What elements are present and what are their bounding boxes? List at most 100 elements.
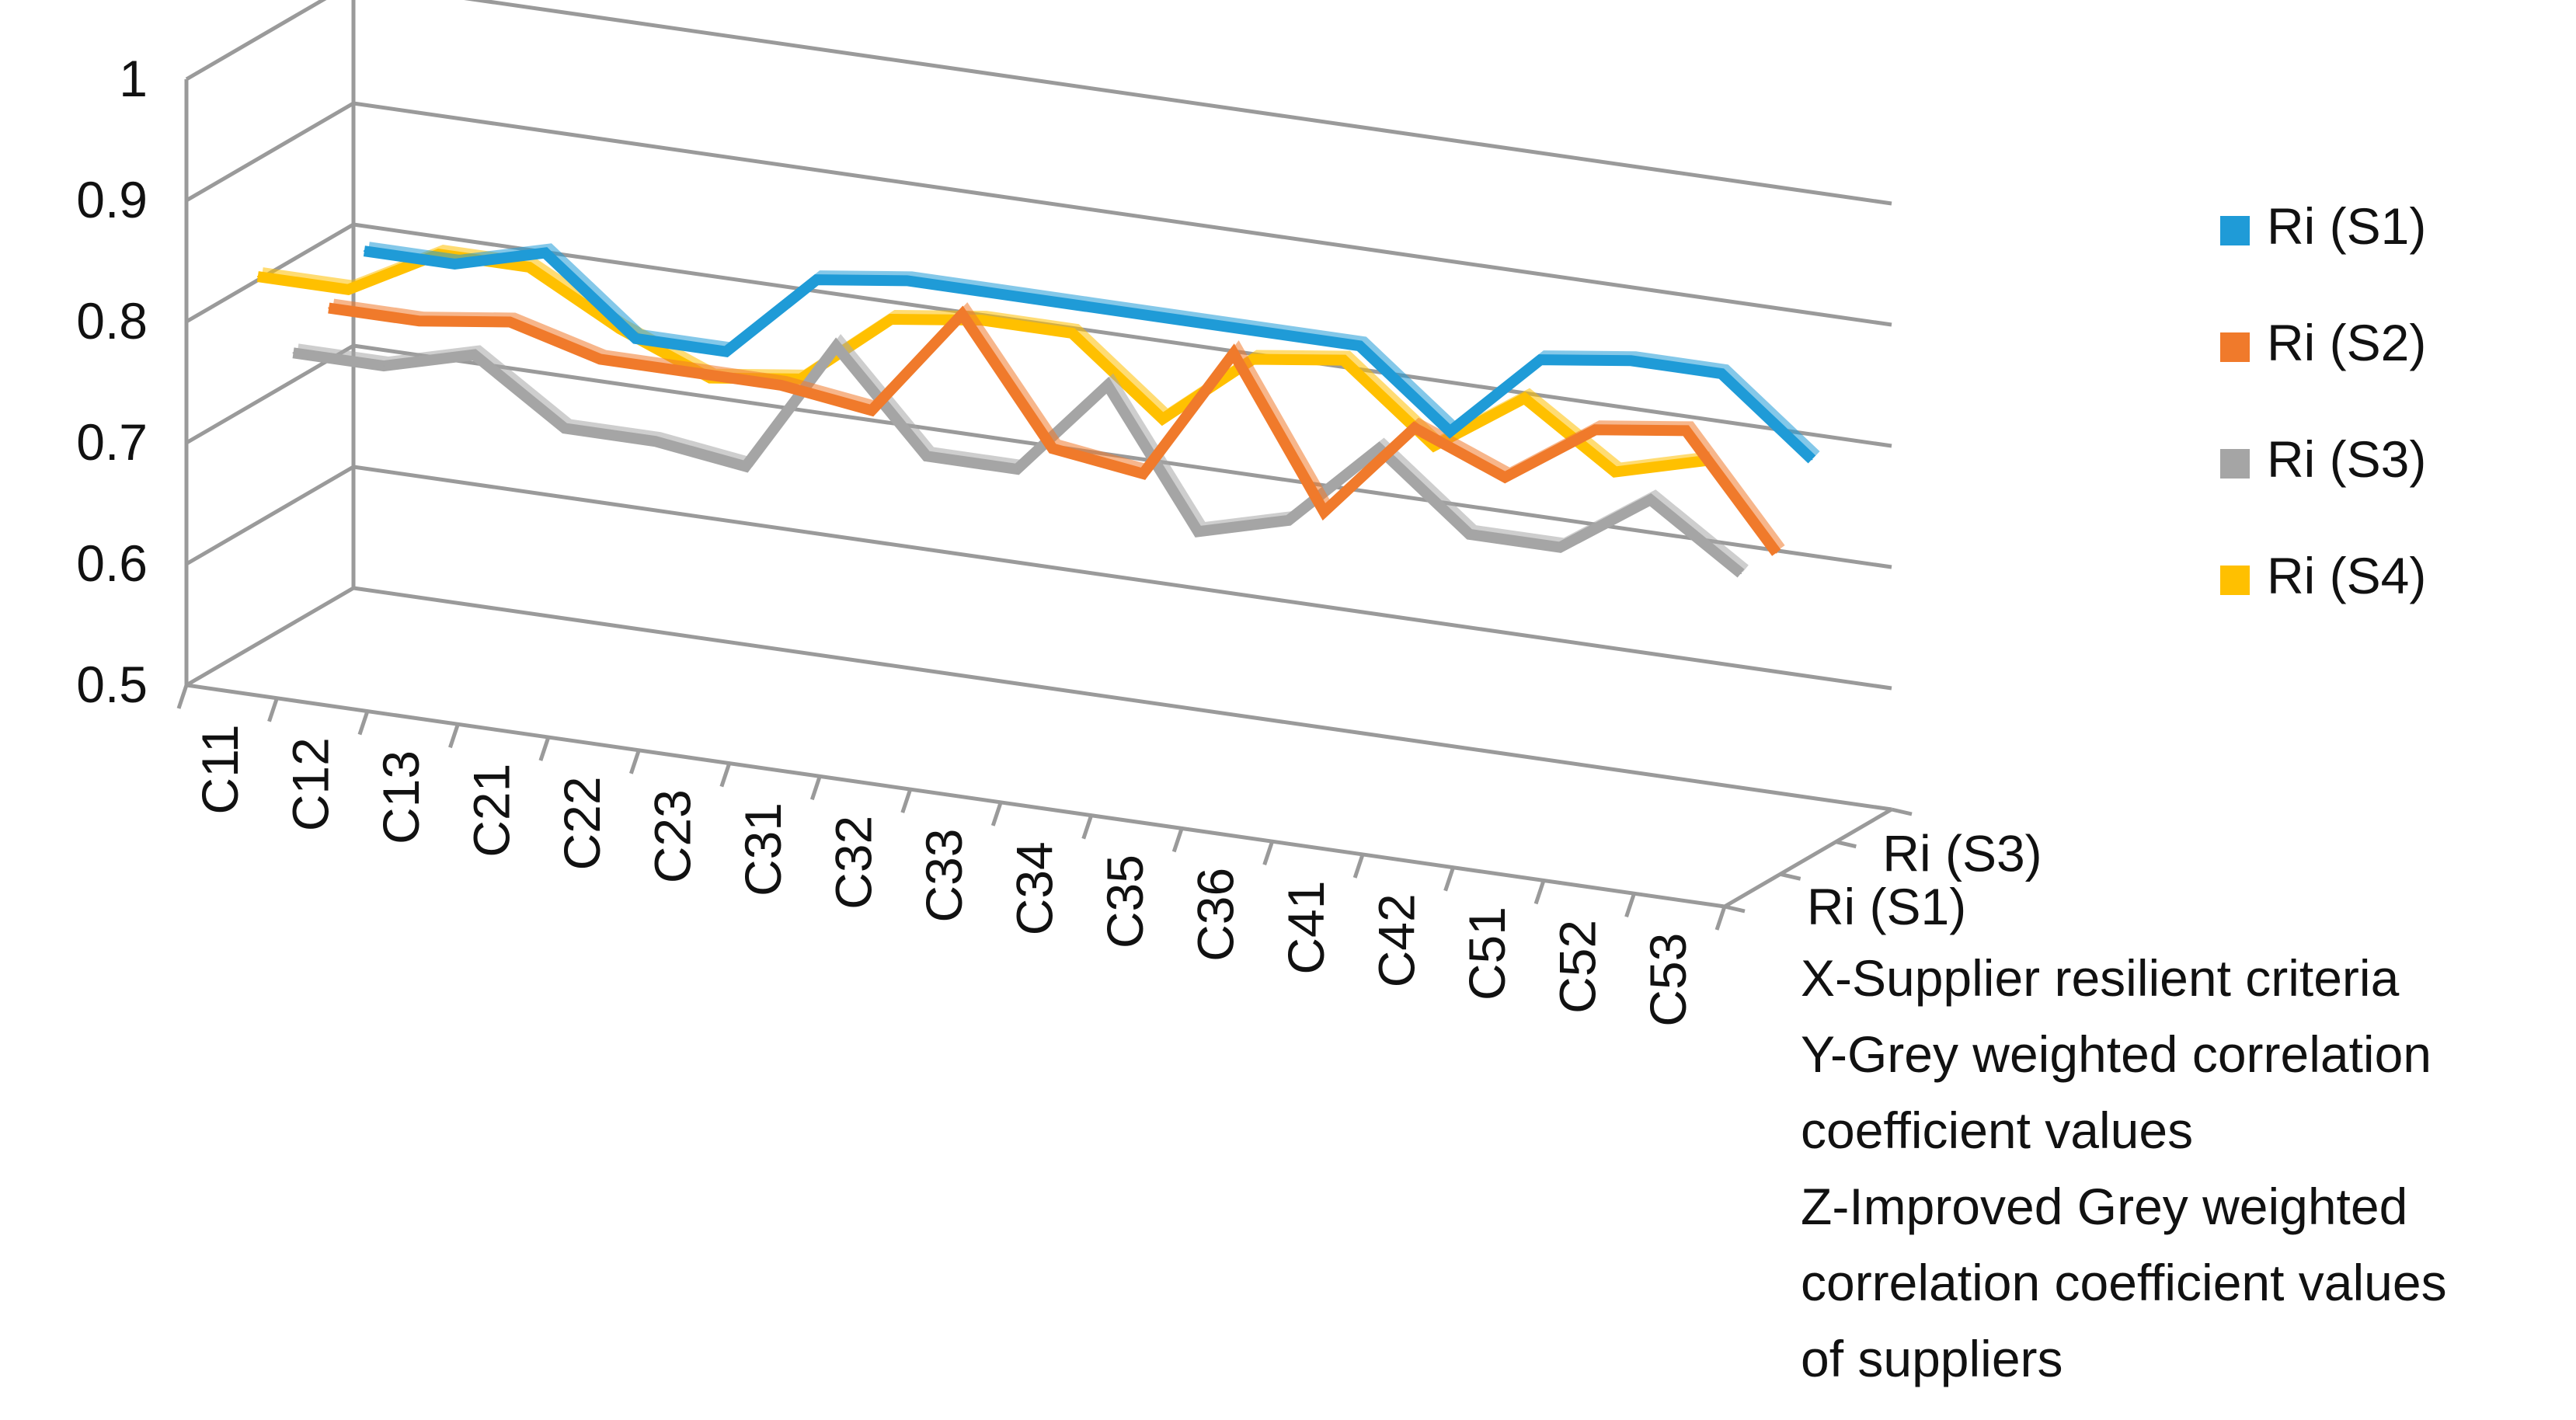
- data-point: [1432, 444, 1435, 447]
- note-x: X-Supplier resilient criteria: [1801, 949, 2400, 1007]
- series-lines: [256, 242, 1820, 578]
- y-tick-label: 0.8: [76, 292, 148, 350]
- data-point: [654, 440, 656, 443]
- x-tick-mark: [1533, 879, 1546, 905]
- note-z-3: of suppliers: [1801, 1330, 2063, 1387]
- x-tick-label: C23: [644, 789, 701, 883]
- note-z-2: correlation coefficient values: [1801, 1254, 2447, 1311]
- axis-notes: X-Supplier resilient criteria Y-Grey wei…: [1801, 940, 2562, 1397]
- x-tick-mark: [538, 736, 551, 761]
- gridline: [185, 343, 1892, 569]
- x-tick-label: C33: [915, 829, 973, 923]
- x-tick-mark: [900, 788, 913, 813]
- data-point: [1775, 552, 1777, 554]
- data-point: [1287, 519, 1290, 521]
- data-point: [1268, 332, 1270, 334]
- data-point: [256, 276, 259, 278]
- y-tick-label: 0.5: [76, 656, 148, 713]
- note-z-1: Z-Improved Grey weighted: [1801, 1178, 2408, 1235]
- legend-swatch: [2220, 566, 2250, 595]
- x-tick-mark: [448, 723, 460, 749]
- chart-walls: [184, 0, 1893, 909]
- data-point: [1232, 352, 1234, 354]
- data-point: [1323, 510, 1325, 513]
- x-tick-label: C35: [1096, 854, 1154, 948]
- x-axis-line: [186, 683, 1725, 909]
- x-tick-label: C53: [1639, 933, 1697, 1027]
- data-point: [835, 345, 837, 347]
- data-point: [906, 280, 908, 282]
- data-point: [1468, 533, 1471, 535]
- x-tick-mark: [1714, 906, 1727, 931]
- x-tick-label: C31: [734, 802, 792, 896]
- x-tick-label: C41: [1277, 881, 1335, 975]
- data-point: [1342, 359, 1345, 361]
- x-tick-mark: [719, 762, 732, 788]
- data-point: [799, 378, 802, 380]
- gridlines: [185, 0, 1892, 812]
- z-tick-mark: [1724, 904, 1746, 914]
- data-point: [599, 358, 601, 360]
- data-point: [725, 350, 727, 353]
- data-point: [1594, 429, 1596, 431]
- data-point: [980, 319, 983, 322]
- z-tick-label: Ri (S1): [1807, 878, 1966, 935]
- data-point: [1685, 430, 1687, 432]
- data-point: [1504, 476, 1506, 479]
- y-tick-label: 0.7: [76, 413, 148, 471]
- y-tick-label: 0.6: [76, 534, 148, 592]
- data-point: [1613, 471, 1616, 473]
- z-tick-label: Ri (S3): [1882, 825, 2042, 882]
- data-point: [528, 266, 531, 268]
- data-point: [1413, 426, 1415, 429]
- y-axis-ticks: 0.5 0.6 0.7 0.8 0.9 1: [76, 50, 148, 713]
- data-point: [961, 313, 963, 315]
- data-point: [871, 409, 873, 412]
- data-point: [347, 288, 350, 291]
- data-point: [1378, 447, 1380, 450]
- data-point: [1197, 531, 1199, 533]
- x-tick-mark: [1624, 893, 1636, 918]
- z-axis: Ri (S1)Ri (S3): [1724, 807, 2042, 935]
- data-point: [363, 250, 365, 252]
- x-tick-label: C32: [825, 816, 882, 910]
- x-tick-mark: [1443, 866, 1455, 892]
- data-point: [1523, 397, 1526, 399]
- data-point: [780, 384, 782, 386]
- x-axis-ticks: C11 C12 C13 C21 C22 C23 C31 C32 C33 C34 C35 C36 C41 C…: [176, 684, 1727, 1027]
- x-tick-mark: [809, 775, 822, 801]
- note-y-1: Y-Grey weighted correlation: [1801, 1025, 2432, 1083]
- x-tick-label: C34: [1005, 841, 1063, 935]
- data-point: [1178, 318, 1180, 321]
- gridline: [185, 465, 1892, 691]
- z-tick-mark: [1835, 840, 1857, 849]
- data-point: [635, 337, 637, 339]
- data-point: [1106, 384, 1109, 386]
- x-tick-mark: [267, 697, 279, 722]
- data-point: [1051, 447, 1053, 450]
- x-tick-mark: [176, 684, 189, 709]
- data-point: [1016, 468, 1018, 471]
- x-tick-label: C42: [1367, 893, 1425, 987]
- data-point: [1540, 359, 1542, 361]
- x-tick-label: C11: [191, 724, 249, 814]
- legend-swatch: [2220, 216, 2250, 245]
- data-point: [1811, 458, 1813, 461]
- data-point: [1087, 305, 1089, 308]
- data-point: [1630, 360, 1632, 362]
- gridline: [185, 222, 1892, 448]
- data-point: [1740, 573, 1742, 575]
- data-point: [997, 293, 999, 295]
- gridline: [185, 586, 1892, 812]
- data-point: [454, 263, 456, 265]
- x-tick-label: C12: [282, 737, 339, 831]
- x-tick-label: C36: [1186, 868, 1244, 962]
- data-point: [382, 365, 385, 367]
- data-point: [1559, 546, 1561, 548]
- legend-label: Ri (S3): [2267, 430, 2426, 488]
- legend-label: Ri (S1): [2267, 197, 2426, 255]
- data-point: [473, 353, 475, 356]
- x-tick-mark: [1352, 854, 1365, 879]
- data-point: [816, 279, 818, 281]
